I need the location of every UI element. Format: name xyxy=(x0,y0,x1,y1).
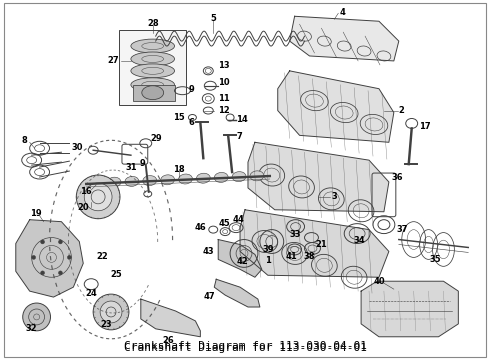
Text: 47: 47 xyxy=(204,292,215,301)
Polygon shape xyxy=(278,71,394,142)
Text: 14: 14 xyxy=(236,115,248,124)
Polygon shape xyxy=(248,142,389,212)
Text: 45: 45 xyxy=(218,219,230,228)
Ellipse shape xyxy=(214,172,228,183)
Polygon shape xyxy=(214,279,260,307)
Circle shape xyxy=(32,255,36,260)
Text: 44: 44 xyxy=(232,215,244,224)
Text: 11: 11 xyxy=(218,94,230,103)
Text: 9: 9 xyxy=(140,159,146,168)
Polygon shape xyxy=(141,299,200,337)
Ellipse shape xyxy=(131,39,174,53)
Ellipse shape xyxy=(89,178,103,188)
Ellipse shape xyxy=(178,174,193,184)
Text: 3: 3 xyxy=(331,192,337,201)
Text: 43: 43 xyxy=(202,247,214,256)
Text: Crankshaft Diagram for 113-030-04-01: Crankshaft Diagram for 113-030-04-01 xyxy=(123,341,367,351)
Text: 24: 24 xyxy=(85,289,97,298)
Text: 5: 5 xyxy=(210,14,216,23)
Ellipse shape xyxy=(142,86,164,100)
Text: 18: 18 xyxy=(172,165,184,174)
Text: 4: 4 xyxy=(339,8,345,17)
Text: 9: 9 xyxy=(189,85,194,94)
Text: 7: 7 xyxy=(236,132,242,141)
Text: 25: 25 xyxy=(110,270,122,279)
Text: 38: 38 xyxy=(304,252,315,261)
Ellipse shape xyxy=(125,176,139,186)
Ellipse shape xyxy=(107,177,121,187)
Polygon shape xyxy=(361,281,458,337)
Text: 19: 19 xyxy=(30,209,42,218)
Ellipse shape xyxy=(250,171,264,181)
Ellipse shape xyxy=(131,52,174,66)
Text: 10: 10 xyxy=(218,78,230,87)
Text: 33: 33 xyxy=(290,230,301,239)
Circle shape xyxy=(100,301,122,323)
Circle shape xyxy=(76,175,120,219)
Text: 23: 23 xyxy=(100,320,112,329)
Circle shape xyxy=(84,183,112,211)
Text: 32: 32 xyxy=(26,324,37,333)
Text: 22: 22 xyxy=(97,252,108,261)
Text: 15: 15 xyxy=(172,113,184,122)
Circle shape xyxy=(68,255,72,260)
Text: 20: 20 xyxy=(77,203,89,212)
Text: 42: 42 xyxy=(236,257,248,266)
Ellipse shape xyxy=(143,176,157,185)
Text: 31: 31 xyxy=(125,163,137,172)
Ellipse shape xyxy=(196,173,210,183)
Circle shape xyxy=(58,271,62,275)
Polygon shape xyxy=(290,16,399,61)
Text: 46: 46 xyxy=(195,223,206,232)
Ellipse shape xyxy=(131,64,174,78)
Circle shape xyxy=(41,271,45,275)
Text: 13: 13 xyxy=(218,62,230,71)
Text: 39: 39 xyxy=(262,245,273,254)
Ellipse shape xyxy=(161,175,174,185)
Text: 12: 12 xyxy=(218,106,230,115)
Text: 41: 41 xyxy=(286,252,297,261)
Polygon shape xyxy=(240,210,389,277)
Text: 37: 37 xyxy=(397,225,408,234)
Bar xyxy=(133,85,174,100)
Circle shape xyxy=(23,303,50,331)
Text: 17: 17 xyxy=(418,122,430,131)
Text: 36: 36 xyxy=(392,172,403,181)
Text: 28: 28 xyxy=(147,19,159,28)
Text: 29: 29 xyxy=(151,134,162,143)
Circle shape xyxy=(41,240,45,244)
Ellipse shape xyxy=(131,78,174,92)
Text: Crankshaft Diagram for 113-030-04-01: Crankshaft Diagram for 113-030-04-01 xyxy=(123,343,367,353)
Text: 30: 30 xyxy=(72,143,83,152)
Text: 8: 8 xyxy=(22,136,28,145)
Polygon shape xyxy=(16,220,83,297)
Ellipse shape xyxy=(232,172,246,181)
Text: 21: 21 xyxy=(316,240,327,249)
Circle shape xyxy=(58,240,62,244)
Text: 35: 35 xyxy=(430,255,441,264)
Text: 40: 40 xyxy=(373,277,385,286)
Text: 34: 34 xyxy=(353,236,365,245)
Text: 2: 2 xyxy=(399,106,405,115)
Circle shape xyxy=(93,294,129,330)
Text: 6: 6 xyxy=(189,118,195,127)
Text: 27: 27 xyxy=(107,57,119,66)
Text: 16: 16 xyxy=(80,188,92,197)
Text: 26: 26 xyxy=(163,336,174,345)
Text: 1: 1 xyxy=(265,256,271,265)
Bar xyxy=(119,30,187,105)
Polygon shape xyxy=(218,239,262,277)
